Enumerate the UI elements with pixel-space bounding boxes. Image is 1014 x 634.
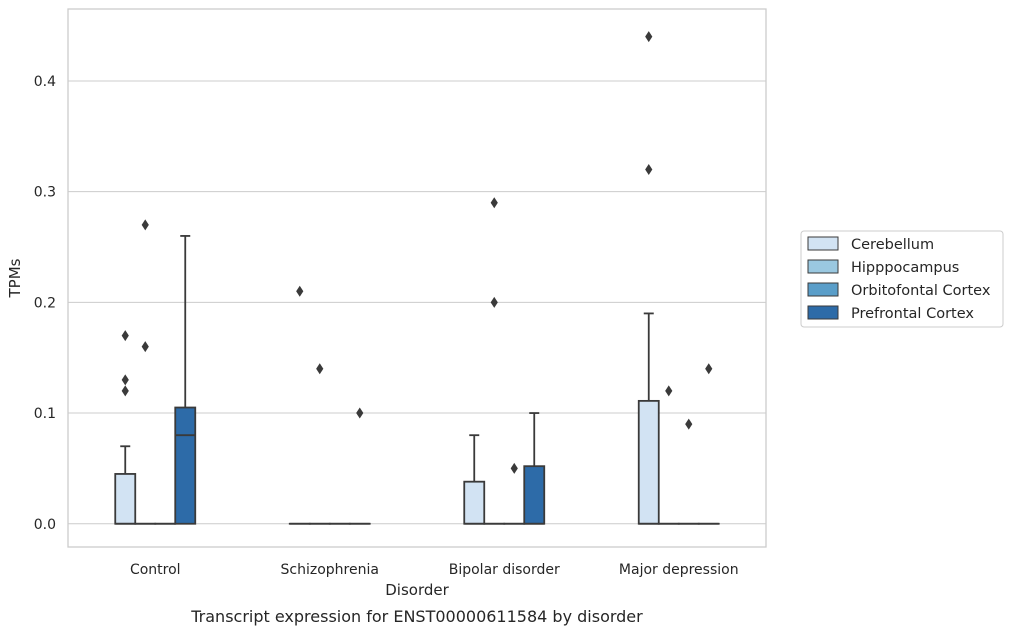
legend-label: Prefrontal Cortex xyxy=(851,306,974,322)
box-3-2 xyxy=(677,418,700,525)
box-body xyxy=(463,480,486,525)
outlier-point xyxy=(121,385,129,397)
legend-label: Orbitofontal Cortex xyxy=(851,283,991,299)
legend-label: Cerebellum xyxy=(851,237,934,253)
box-body xyxy=(114,473,137,525)
legend-item: Orbitofontal Cortex xyxy=(807,282,991,299)
box-2-3 xyxy=(523,412,546,525)
outlier-point xyxy=(121,330,129,342)
x-tick-label: Control xyxy=(130,562,181,578)
legend-swatch xyxy=(807,305,839,320)
legend-swatch xyxy=(807,259,839,274)
outlier-point xyxy=(141,219,149,231)
box-2-0 xyxy=(463,434,486,525)
legend-item: Prefrontal Cortex xyxy=(807,305,974,322)
y-axis-ticks: 0.0 0.1 0.2 0.3 0.4 xyxy=(34,74,56,533)
x-tick-label: Bipolar disorder xyxy=(449,562,560,578)
legend: Cerebellum Hipppocampus Orbitofontal Corte… xyxy=(800,230,1004,328)
outlier-point xyxy=(490,197,498,209)
legend-swatch xyxy=(807,236,839,251)
box-3-3 xyxy=(697,363,720,525)
x-tick-label: Schizophrenia xyxy=(281,562,379,578)
y-tick-label: 0.2 xyxy=(34,295,56,311)
grid-lines xyxy=(68,80,766,525)
box-1-0 xyxy=(288,285,311,525)
outlier-point xyxy=(685,418,693,430)
legend-item: Hipppocampus xyxy=(807,259,959,276)
y-tick-label: 0.4 xyxy=(34,74,56,90)
y-axis-label: TPMs xyxy=(6,258,24,298)
legend-frame xyxy=(800,230,1004,328)
y-tick-label: 0.0 xyxy=(34,517,56,533)
outlier-point xyxy=(141,341,149,353)
box-body xyxy=(637,399,660,525)
outlier-point xyxy=(510,462,518,474)
box-2-2 xyxy=(503,462,526,525)
box-1-1 xyxy=(308,363,331,525)
box-body xyxy=(523,465,546,525)
box-0-0 xyxy=(114,330,137,525)
x-axis-label: Disorder xyxy=(385,581,449,599)
outlier-point xyxy=(296,285,304,297)
box-3-0 xyxy=(637,31,660,525)
legend-item: Cerebellum xyxy=(807,236,934,253)
legend-label: Hipppocampus xyxy=(851,260,959,276)
box-body xyxy=(174,406,197,525)
outlier-point xyxy=(665,385,673,397)
box-groups xyxy=(114,31,720,525)
x-tick-label: Major depression xyxy=(619,562,739,578)
outlier-point xyxy=(490,296,498,308)
plot-area-frame xyxy=(67,8,767,548)
legend-swatch xyxy=(807,282,839,297)
y-tick-label: 0.3 xyxy=(34,185,56,201)
chart-caption: Transcript expression for ENST0000061158… xyxy=(190,607,643,626)
outlier-point xyxy=(356,407,364,419)
box-0-1 xyxy=(134,219,157,525)
x-axis-ticks: Control Schizophrenia Bipolar disorder Majo… xyxy=(130,562,739,578)
box-0-3 xyxy=(174,235,197,525)
box-2-1 xyxy=(483,197,506,525)
outlier-point xyxy=(316,363,324,375)
outlier-point xyxy=(645,164,653,176)
legend-items: Cerebellum Hipppocampus Orbitofontal Corte… xyxy=(807,236,991,322)
box-1-3 xyxy=(348,407,371,525)
outlier-point xyxy=(645,31,653,43)
outlier-point xyxy=(121,374,129,386)
y-tick-label: 0.1 xyxy=(34,406,56,422)
outlier-point xyxy=(705,363,713,375)
box-3-1 xyxy=(657,385,680,525)
